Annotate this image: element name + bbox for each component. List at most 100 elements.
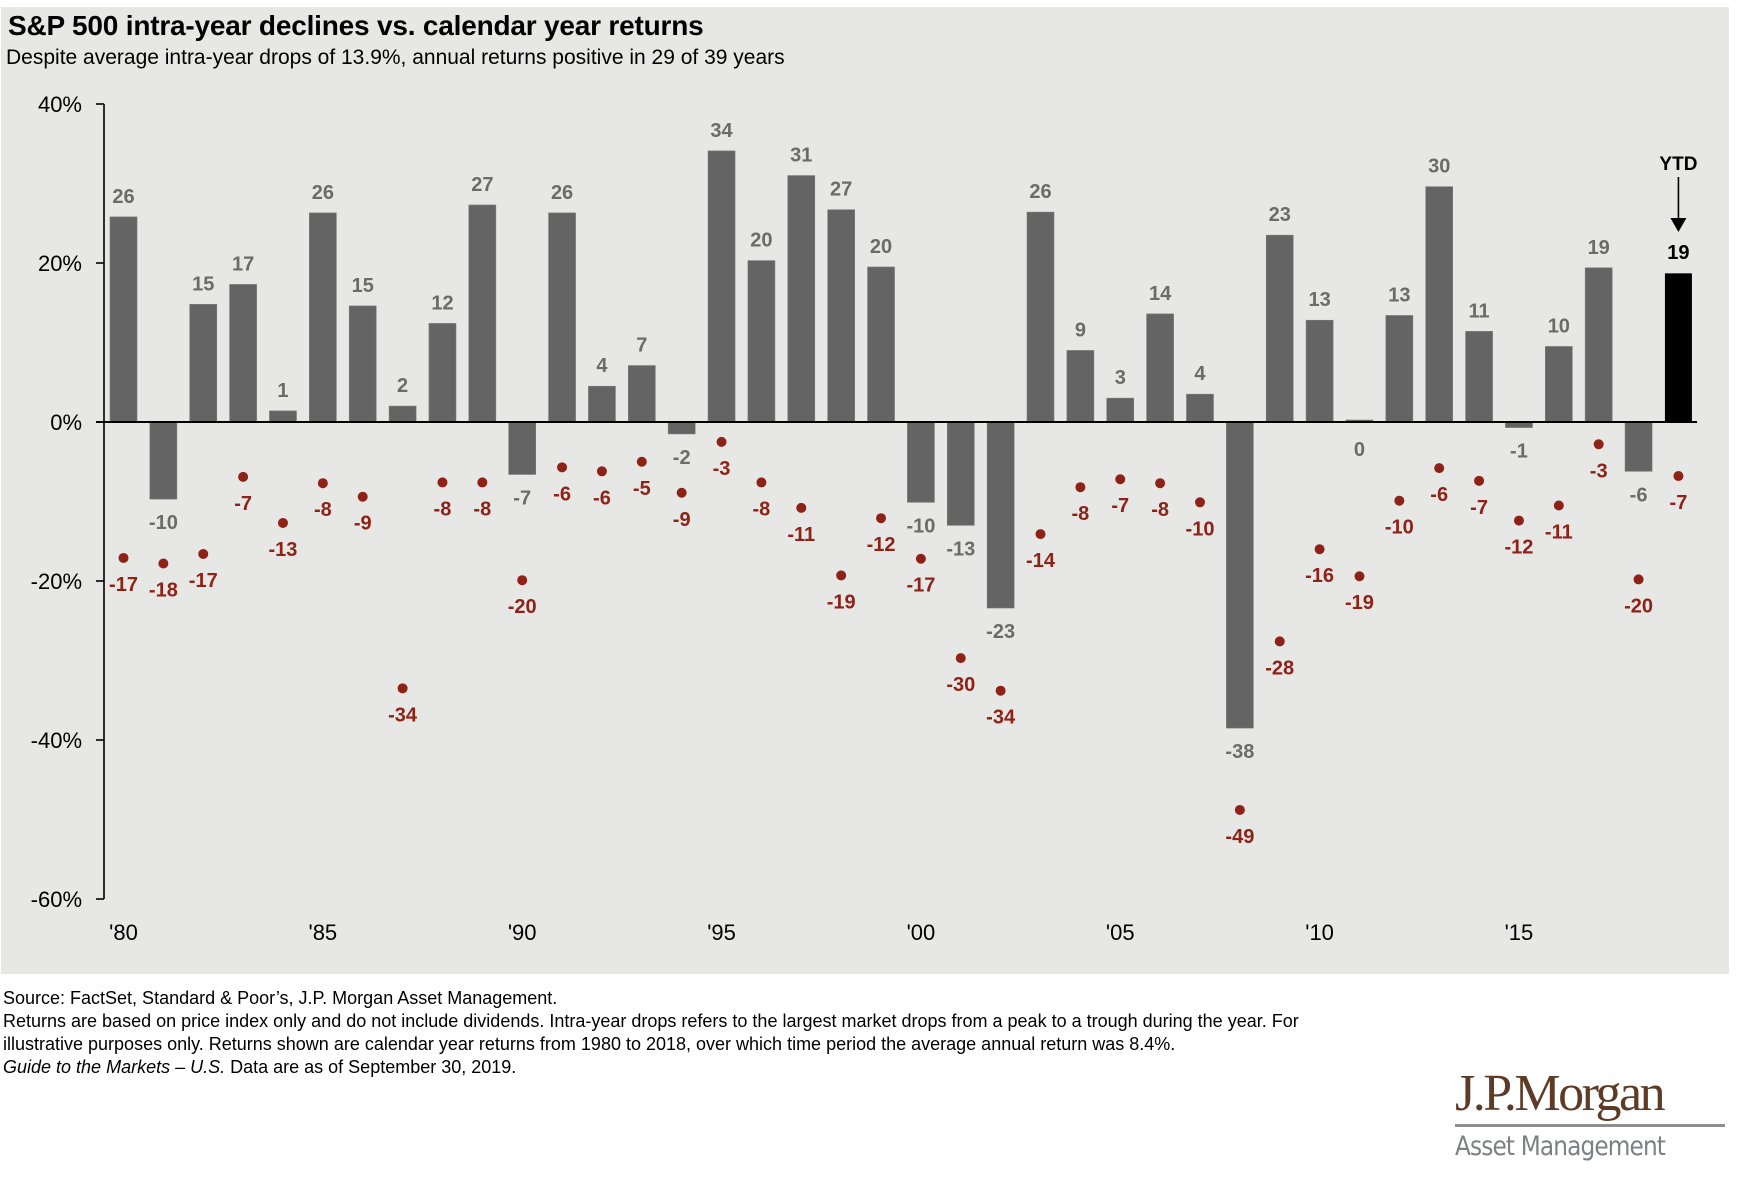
drop-dot-1989	[477, 477, 488, 488]
drop-dot-1999	[876, 513, 887, 524]
drop-dot-1985	[317, 478, 328, 489]
ytd-arrow-head-icon	[1670, 218, 1687, 232]
drop-label-2013: -6	[1430, 484, 1448, 506]
return-label-2011: 0	[1354, 439, 1365, 461]
chart-title: S&P 500 intra-year declines vs. calendar…	[8, 10, 704, 41]
return-label-1983: 17	[232, 253, 254, 275]
y-axis: 40% 20% 0% -20% -40% -60%	[31, 92, 105, 912]
drop-label-1991: -6	[553, 483, 571, 505]
guide-title: Guide to the Markets – U.S.	[3, 1057, 226, 1077]
bar-2010	[1305, 319, 1334, 423]
return-label-2007: 4	[1194, 363, 1206, 385]
return-label-1994: -2	[673, 447, 691, 469]
drop-dot-2009	[1274, 636, 1285, 647]
y-tick-label: -20%	[31, 569, 82, 594]
return-label-2004: 9	[1075, 319, 1086, 341]
drop-label-1997: -11	[787, 524, 815, 546]
return-label-1980: 26	[112, 186, 134, 208]
bar-2006	[1146, 313, 1174, 423]
drop-label-2016: -11	[1545, 521, 1573, 543]
drop-label-1987: -34	[388, 704, 418, 726]
drop-label-1992: -6	[593, 487, 611, 509]
ytd-annotation: YTD 19	[1659, 154, 1697, 264]
bar-1990	[508, 421, 537, 475]
bar-2003	[1026, 211, 1055, 423]
drop-dot-2016	[1553, 500, 1564, 511]
source-note: Source: FactSet, Standard & Poor’s, J.P.…	[3, 988, 558, 1008]
drop-label-1994: -9	[673, 509, 691, 531]
return-label-2014: 11	[1469, 300, 1490, 322]
bar-2001	[946, 421, 975, 526]
drop-label-2018: -20	[1624, 595, 1653, 617]
x-tick-label: '10	[1305, 920, 1334, 945]
drop-dot-2015	[1513, 515, 1524, 526]
return-label-1982: 15	[192, 273, 214, 295]
return-label-2015: -1	[1510, 441, 1528, 463]
x-tick-label: '90	[508, 920, 537, 945]
drop-label-1986: -9	[354, 513, 372, 535]
return-label-1984: 1	[277, 380, 288, 402]
x-tick-label: '05	[1106, 920, 1135, 945]
drop-label-2010: -16	[1305, 565, 1334, 587]
logo-divider	[1455, 1124, 1725, 1127]
bar-2004	[1066, 350, 1095, 423]
drop-dot-1980	[118, 552, 129, 563]
drop-dot-1986	[357, 491, 368, 502]
drop-label-1980: -17	[109, 574, 138, 596]
drop-label-1988: -8	[434, 498, 452, 520]
bar-1980	[109, 216, 138, 423]
drop-label-2008: -49	[1225, 826, 1254, 848]
labels-group: 26-1015171261521227-72647-23420312720-10…	[109, 120, 1687, 848]
as-of-note: Guide to the Markets – U.S. Data are as …	[3, 1056, 1383, 1079]
drop-dot-1996	[756, 477, 767, 488]
bars-group	[109, 150, 1692, 729]
chart-panel	[1, 7, 1729, 974]
drop-dot-2014	[1474, 475, 1485, 486]
drop-dot-2000	[915, 553, 926, 564]
bar-1987	[388, 405, 417, 423]
drop-label-2019: -7	[1670, 492, 1688, 514]
drop-label-1982: -17	[189, 570, 218, 592]
return-label-1998: 27	[830, 179, 852, 201]
ytd-text: YTD	[1659, 154, 1697, 175]
drop-dot-2004	[1075, 482, 1086, 493]
return-label-2002: -23	[986, 621, 1015, 643]
drop-dot-1998	[836, 570, 847, 581]
drop-dot-2018	[1633, 574, 1644, 585]
drop-label-2004: -8	[1071, 503, 1089, 525]
bar-1991	[548, 212, 576, 423]
drop-label-2003: -14	[1026, 550, 1056, 572]
return-label-2018: -6	[1630, 484, 1648, 506]
bar-1982	[189, 304, 218, 423]
drop-dot-2013	[1434, 463, 1445, 474]
return-label-1981: -10	[149, 512, 178, 534]
footnotes: Source: FactSet, Standard & Poor’s, J.P.…	[3, 987, 1383, 1079]
drop-dot-1984	[277, 517, 288, 528]
bar-1983	[229, 284, 257, 423]
y-tick-label: 0%	[50, 410, 82, 435]
bar-2018	[1624, 421, 1653, 472]
return-label-2013: 30	[1428, 156, 1450, 178]
drop-label-2015: -12	[1504, 537, 1533, 559]
bar-1999	[867, 266, 895, 423]
x-tick-label: '15	[1505, 920, 1534, 945]
drop-label-1995: -3	[713, 458, 731, 480]
return-label-1995: 34	[710, 120, 733, 142]
chart-svg: 40%20%0%-20%-40%-60% 26-1015171261521227…	[31, 92, 1698, 945]
drop-label-2007: -10	[1186, 518, 1215, 540]
drop-dot-1992	[596, 466, 607, 477]
return-label-2010: 13	[1308, 289, 1330, 311]
bar-2014	[1465, 331, 1493, 423]
bar-2002	[986, 421, 1015, 609]
drop-dot-1988	[437, 477, 448, 488]
bar-2007	[1186, 393, 1214, 423]
drop-dot-1991	[557, 462, 568, 473]
drop-dot-1987	[397, 683, 408, 694]
drop-dot-1995	[716, 436, 727, 447]
drop-dot-2001	[955, 653, 966, 664]
y-tick-label: -40%	[31, 728, 82, 753]
y-tick-label: -60%	[31, 887, 82, 912]
return-label-2000: -10	[906, 515, 935, 537]
bar-1986	[348, 305, 377, 423]
drop-dot-2011	[1354, 571, 1365, 582]
